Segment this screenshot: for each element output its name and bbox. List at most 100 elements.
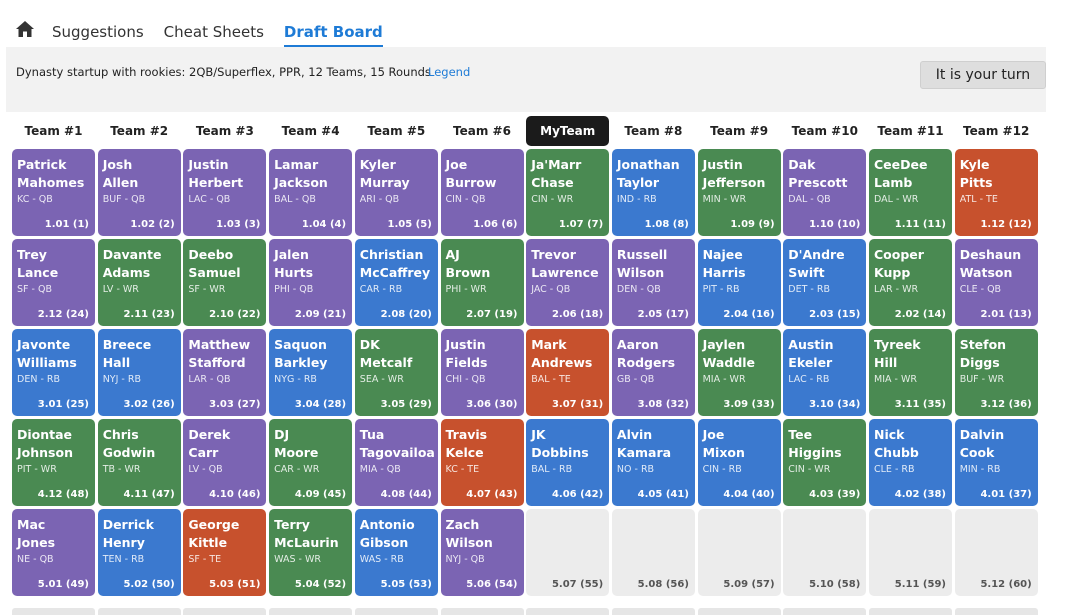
player-last-name: Murray [359, 175, 410, 190]
pick-number: 5.06 (54) [466, 579, 518, 590]
empty-pick-cell[interactable]: 5.10 (58) [783, 509, 867, 596]
player-first-name: Russell [616, 247, 668, 262]
pick-number: 2.04 (16) [723, 309, 775, 320]
home-icon[interactable] [14, 18, 36, 40]
player-last-name: Lance [17, 265, 59, 280]
draft-pick-cell[interactable]: Jalen Hurts PHI - QB 2.09 (21) [269, 239, 353, 326]
empty-pick-cell[interactable]: 5.07 (55) [526, 509, 610, 596]
draft-pick-cell[interactable]: JK Dobbins BAL - RB 4.06 (42) [526, 419, 610, 506]
draft-pick-cell[interactable]: Alvin Kamara NO - RB 4.05 (41) [611, 419, 695, 506]
draft-pick-cell[interactable]: Joe Burrow CIN - QB 1.06 (6) [440, 149, 524, 236]
team-header[interactable]: Team #11 [877, 124, 944, 138]
draft-pick-cell[interactable]: Travis Kelce KC - TE 4.07 (43) [440, 419, 524, 506]
player-team-position: IND - RB [616, 194, 657, 205]
empty-pick-cell[interactable]: 5.12 (60) [954, 509, 1038, 596]
draft-pick-cell[interactable]: Aaron Rodgers GB - QB 3.08 (32) [611, 329, 695, 416]
draft-pick-cell[interactable]: Davante Adams LV - WR 2.11 (23) [97, 239, 181, 326]
draft-pick-cell[interactable]: Terry McLaurin WAS - WR 5.04 (52) [269, 509, 353, 596]
player-team-position: NO - RB [616, 464, 655, 475]
team-header[interactable]: Team #9 [710, 124, 769, 138]
draft-pick-cell[interactable]: AJ Brown PHI - WR 2.07 (19) [440, 239, 524, 326]
tab-cheat-sheets[interactable]: Cheat Sheets [163, 23, 264, 41]
draft-pick-cell[interactable]: Patrick Mahomes KC - QB 1.01 (1) [12, 149, 95, 236]
draft-pick-cell[interactable]: Justin Jefferson MIN - WR 1.09 (9) [697, 149, 781, 236]
empty-pick-cell[interactable]: 5.11 (59) [869, 509, 952, 596]
player-last-name: Dobbins [531, 445, 589, 460]
your-turn-button[interactable]: It is your turn [920, 61, 1046, 89]
draft-pick-cell[interactable]: Mac Jones NE - QB 5.01 (49) [12, 509, 95, 596]
draft-pick-cell[interactable]: George Kittle SF - TE 5.03 (51) [183, 509, 267, 596]
team-header[interactable]: Team #8 [624, 124, 683, 138]
draft-pick-cell[interactable]: Derek Carr LV - QB 4.10 (46) [183, 419, 267, 506]
my-team-header[interactable]: MyTeam [526, 116, 610, 146]
draft-pick-cell[interactable]: Joe Mixon CIN - RB 4.04 (40) [697, 419, 781, 506]
team-header[interactable]: Team #1 [24, 124, 83, 138]
draft-pick-cell[interactable]: Austin Ekeler LAC - RB 3.10 (34) [783, 329, 867, 416]
player-last-name: Rodgers [616, 355, 676, 370]
draft-pick-cell[interactable]: Lamar Jackson BAL - QB 1.04 (4) [269, 149, 353, 236]
player-first-name: Patrick [17, 157, 67, 172]
draft-pick-cell[interactable]: Diontae Johnson PIT - WR 4.12 (48) [12, 419, 95, 506]
draft-pick-cell[interactable]: Ja'Marr Chase CIN - WR 1.07 (7) [526, 149, 610, 236]
pick-number: 4.08 (44) [380, 489, 432, 500]
draft-pick-cell[interactable]: Breece Hall NYJ - RB 3.02 (26) [97, 329, 181, 416]
legend-link[interactable]: Legend [428, 65, 471, 79]
draft-pick-cell[interactable]: Trevor Lawrence JAC - QB 2.06 (18) [526, 239, 610, 326]
draft-pick-cell[interactable]: Kyle Pitts ATL - TE 1.12 (12) [954, 149, 1038, 236]
pick-number: 5.03 (51) [209, 579, 261, 590]
draft-pick-cell[interactable]: CeeDee Lamb DAL - WR 1.11 (11) [869, 149, 952, 236]
team-header[interactable]: Team #12 [963, 124, 1030, 138]
team-header[interactable]: Team #5 [367, 124, 426, 138]
tab-draft-board[interactable]: Draft Board [283, 23, 383, 47]
player-team-position: DAL - WR [874, 194, 919, 205]
draft-pick-cell[interactable]: Jaylen Waddle MIA - WR 3.09 (33) [697, 329, 781, 416]
draft-pick-cell[interactable]: DJ Moore CAR - WR 4.09 (45) [269, 419, 353, 506]
draft-pick-cell[interactable]: Dak Prescott DAL - QB 1.10 (10) [783, 149, 867, 236]
draft-pick-cell[interactable]: DK Metcalf SEA - WR 3.05 (29) [354, 329, 438, 416]
player-first-name: Josh [102, 157, 133, 172]
pick-number: 1.11 (11) [894, 219, 946, 230]
draft-pick-cell[interactable]: Tyreek Hill MIA - WR 3.11 (35) [869, 329, 952, 416]
draft-pick-cell[interactable]: Javonte Williams DEN - RB 3.01 (25) [12, 329, 95, 416]
draft-pick-cell[interactable]: Antonio Gibson WAS - RB 5.05 (53) [354, 509, 438, 596]
draft-pick-cell[interactable]: Josh Allen BUF - QB 1.02 (2) [97, 149, 181, 236]
player-team-position: GB - QB [616, 374, 655, 385]
player-last-name: Hill [874, 355, 898, 370]
tab-suggestions[interactable]: Suggestions [52, 23, 144, 41]
draft-pick-cell[interactable]: Derrick Henry TEN - RB 5.02 (50) [97, 509, 181, 596]
empty-pick-cell[interactable]: 5.09 (57) [697, 509, 781, 596]
draft-pick-cell[interactable]: Chris Godwin TB - WR 4.11 (47) [97, 419, 181, 506]
draft-pick-cell[interactable]: Deebo Samuel SF - WR 2.10 (22) [183, 239, 267, 326]
draft-pick-cell[interactable]: D'Andre Swift DET - RB 2.03 (15) [783, 239, 867, 326]
draft-pick-cell[interactable]: Tee Higgins CIN - WR 4.03 (39) [783, 419, 867, 506]
draft-pick-cell[interactable]: Kyler Murray ARI - QB 1.05 (5) [354, 149, 438, 236]
player-last-name: Watson [959, 265, 1013, 280]
draft-pick-cell[interactable]: Justin Fields CHI - QB 3.06 (30) [440, 329, 524, 416]
team-header[interactable]: Team #10 [791, 124, 858, 138]
draft-pick-cell[interactable]: Stefon Diggs BUF - WR 3.12 (36) [954, 329, 1038, 416]
draft-pick-cell[interactable]: Matthew Stafford LAR - QB 3.03 (27) [183, 329, 267, 416]
draft-pick-cell[interactable]: Najee Harris PIT - RB 2.04 (16) [697, 239, 781, 326]
draft-pick-cell[interactable]: Jonathan Taylor IND - RB 1.08 (8) [611, 149, 695, 236]
draft-pick-cell[interactable]: Dalvin Cook MIN - RB 4.01 (37) [954, 419, 1038, 506]
team-header[interactable]: Team #2 [110, 124, 169, 138]
draft-pick-cell[interactable]: Deshaun Watson CLE - QB 2.01 (13) [954, 239, 1038, 326]
team-header[interactable]: Team #3 [195, 124, 254, 138]
draft-pick-cell[interactable]: Zach Wilson NYJ - QB 5.06 (54) [440, 509, 524, 596]
player-first-name: Justin [188, 157, 229, 172]
next-round-cell [440, 608, 524, 615]
draft-pick-cell[interactable]: Christian McCaffrey CAR - RB 2.08 (20) [354, 239, 438, 326]
draft-pick-cell[interactable]: Trey Lance SF - QB 2.12 (24) [12, 239, 95, 326]
draft-pick-cell[interactable]: Tua Tagovailoa MIA - QB 4.08 (44) [354, 419, 438, 506]
draft-pick-cell[interactable]: Saquon Barkley NYG - RB 3.04 (28) [269, 329, 353, 416]
team-header[interactable]: Team #6 [453, 124, 511, 138]
draft-pick-cell[interactable]: Cooper Kupp LAR - WR 2.02 (14) [869, 239, 952, 326]
player-last-name: Kamara [616, 445, 672, 460]
team-header[interactable]: Team #4 [281, 124, 340, 138]
draft-pick-cell[interactable]: Russell Wilson DEN - QB 2.05 (17) [611, 239, 695, 326]
empty-pick-cell[interactable]: 5.08 (56) [611, 509, 695, 596]
draft-pick-cell[interactable]: Mark Andrews BAL - TE 3.07 (31) [526, 329, 610, 416]
next-round-cell [12, 608, 95, 615]
draft-pick-cell[interactable]: Justin Herbert LAC - QB 1.03 (3) [183, 149, 267, 236]
draft-pick-cell[interactable]: Nick Chubb CLE - RB 4.02 (38) [869, 419, 952, 506]
